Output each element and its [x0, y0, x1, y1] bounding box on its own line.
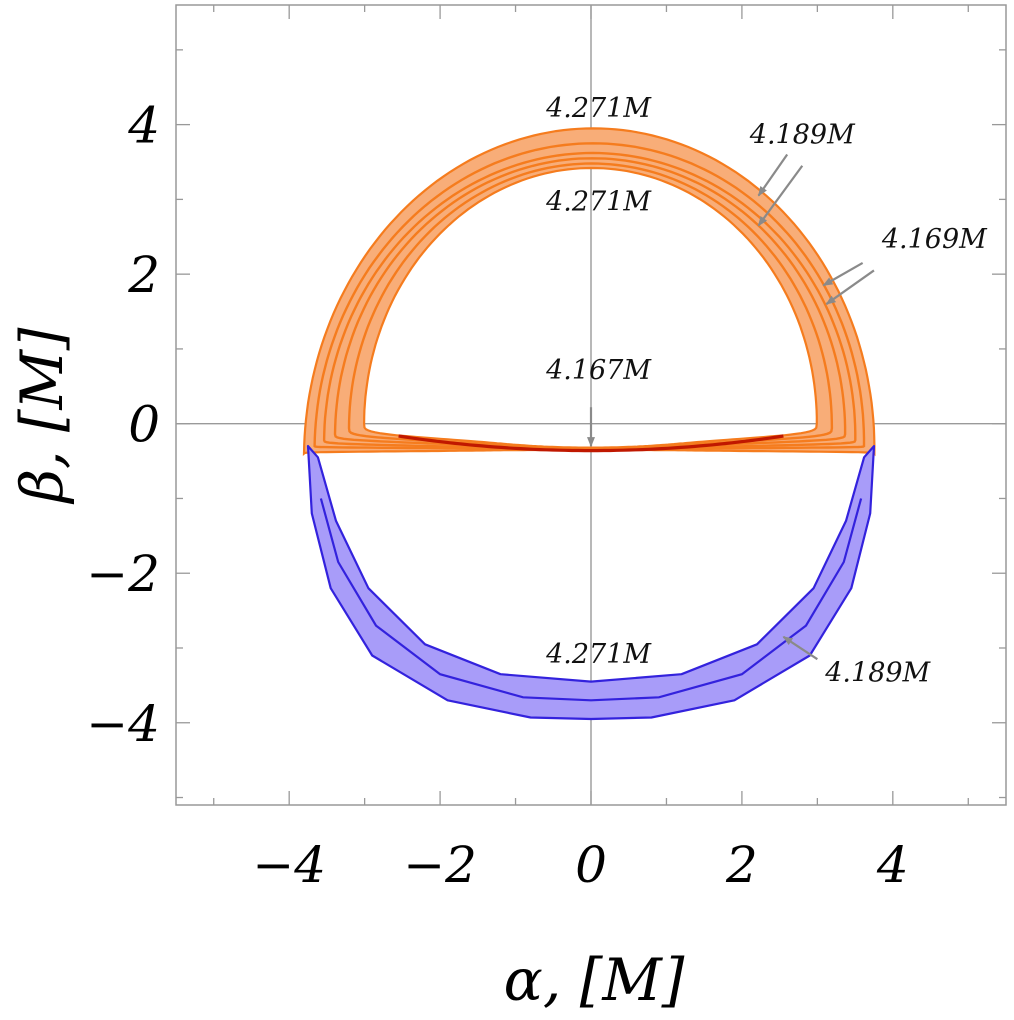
y-tick-label: 2	[127, 246, 160, 304]
annotation-arrow	[757, 153, 789, 197]
annotation-arrow	[757, 165, 804, 227]
lower-band	[306, 445, 876, 721]
inner-arc	[398, 434, 784, 453]
x-tick-label: −2	[403, 836, 477, 894]
annotation-label: 4.271M	[545, 93, 652, 124]
annotation-label: 4.189M	[824, 658, 931, 689]
annotation-label: 4.167M	[545, 355, 652, 386]
annotation-label: 4.169M	[881, 224, 988, 255]
annotation-arrow	[822, 261, 864, 287]
y-tick-label: −2	[86, 545, 160, 603]
annotation-label: 4.271M	[545, 639, 652, 670]
lower-band-contour	[319, 498, 863, 702]
y-tick-label: −4	[86, 695, 160, 753]
upper-band-contour	[347, 162, 834, 450]
annotation-arrow	[825, 269, 875, 305]
y-tick-label: 4	[127, 97, 160, 155]
x-tick-label: 2	[725, 836, 758, 894]
y-axis-title: β, [M]	[8, 327, 76, 504]
x-axis-title: α, [M]	[504, 946, 685, 1014]
annotation-label: 4.189M	[749, 119, 856, 150]
annotation-label: 4.271M	[545, 187, 652, 218]
x-tick-label: −4	[252, 836, 326, 894]
x-tick-label: 0	[575, 836, 607, 894]
tick-labels: −4 −2 0 2 4 −4 −2 0 2 4	[86, 97, 908, 894]
annotation-arrow	[782, 635, 818, 661]
image-bands	[302, 127, 876, 721]
x-tick-label: 4	[876, 836, 909, 894]
upper-band-fill	[304, 128, 875, 454]
annotations: 4.271M 4.271M 4.189M 4.169M 4.167M 4.271M 4.18…	[545, 93, 988, 688]
y-tick-label: 0	[128, 396, 160, 454]
